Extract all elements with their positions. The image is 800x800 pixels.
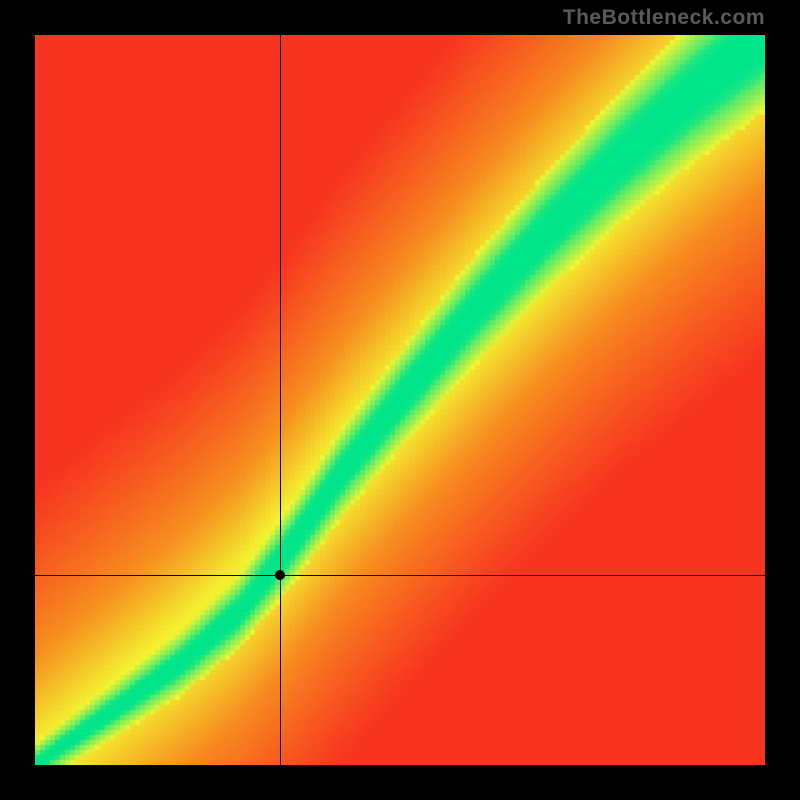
heatmap-chart [35, 35, 765, 765]
crosshair-vertical [280, 35, 281, 765]
heatmap-canvas [35, 35, 765, 765]
watermark-text: TheBottleneck.com [563, 6, 765, 30]
crosshair-horizontal [35, 575, 765, 576]
crosshair-marker [275, 570, 285, 580]
